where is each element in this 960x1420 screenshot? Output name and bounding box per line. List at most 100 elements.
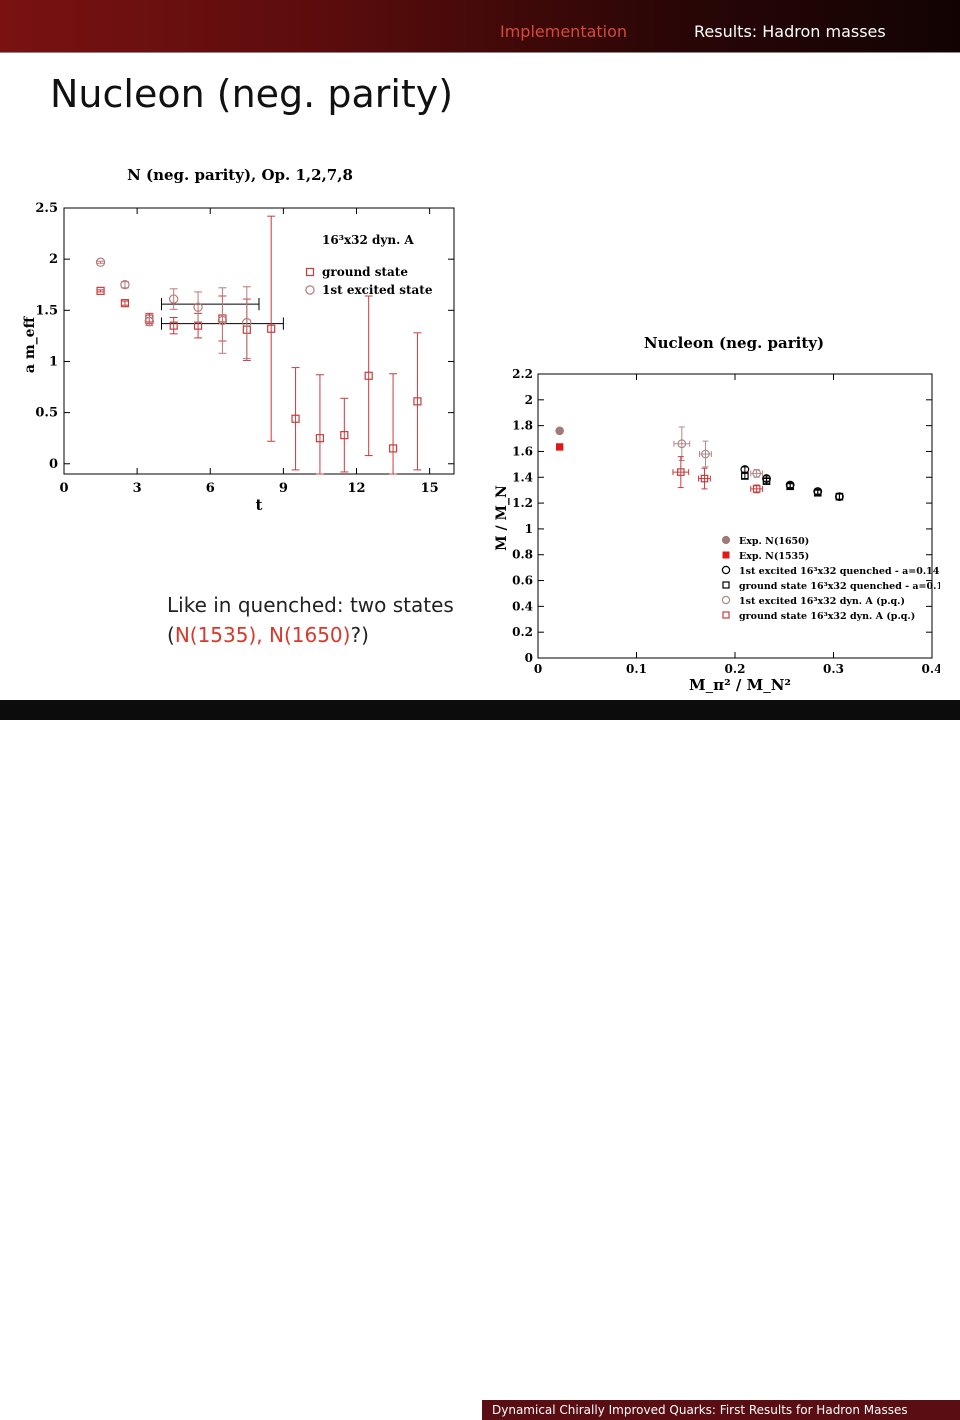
y-tick-label: 1.5 bbox=[35, 303, 58, 318]
series-5 bbox=[672, 456, 764, 494]
footer-author: C.B. Lang : bbox=[390, 1403, 456, 1417]
data-point bbox=[413, 397, 422, 406]
effective-mass-chart: N (neg. parity), Op. 1,2,7,80 3 6 9 12 1500.5… bbox=[22, 166, 455, 514]
x-tick-label: 9 bbox=[279, 481, 288, 496]
legend-marker-2 bbox=[721, 565, 731, 575]
data-point bbox=[677, 468, 685, 476]
data-point bbox=[120, 280, 130, 290]
data-point bbox=[95, 257, 106, 267]
data-point bbox=[752, 468, 762, 478]
y-tick-label: 1 bbox=[49, 354, 58, 369]
nav-results[interactable]: Results: Hadron masses bbox=[694, 22, 886, 41]
data-point bbox=[555, 426, 564, 436]
legend-marker-excited bbox=[305, 285, 315, 295]
x-axis-label: M_π² / M_N² bbox=[689, 676, 791, 693]
header-bar: Implementation Results: Hadron masses bbox=[0, 0, 960, 53]
legend-marker-0 bbox=[721, 535, 731, 545]
data-point bbox=[752, 485, 761, 493]
x-tick-label: 12 bbox=[347, 481, 365, 496]
y-tick-label: 1.4 bbox=[512, 470, 533, 484]
x-tick-label: 0.2 bbox=[725, 662, 746, 676]
y-tick-label: 0.5 bbox=[35, 406, 58, 421]
data-point bbox=[835, 492, 844, 501]
x-tick-label: 15 bbox=[421, 481, 439, 496]
data-point bbox=[835, 492, 844, 502]
x-tick-label: 0.1 bbox=[626, 662, 647, 676]
data-point bbox=[315, 434, 325, 443]
x-tick-label: 0.3 bbox=[823, 662, 844, 676]
data-point bbox=[786, 482, 794, 491]
legend-item-3: ground state 16³x32 quenched - a=0.147 bbox=[739, 581, 940, 592]
data-point bbox=[291, 414, 300, 423]
y-tick-label: 0 bbox=[49, 457, 58, 472]
y-axis-label: M / M_N bbox=[494, 485, 510, 551]
series-ground-state bbox=[96, 215, 422, 475]
series-4 bbox=[673, 426, 764, 478]
x-axis-label: t bbox=[256, 496, 263, 514]
series-0 bbox=[555, 426, 564, 436]
legend-item-0: Exp. N(1650) bbox=[739, 536, 809, 547]
legend-item-4: 1st excited 16³x32 dyn. A (p.q.) bbox=[739, 596, 905, 607]
body-text: Like in quenched: two states (N(1535), N… bbox=[167, 590, 454, 650]
data-point bbox=[96, 286, 105, 295]
y-tick-label: 2.5 bbox=[35, 201, 58, 216]
data-point bbox=[388, 444, 398, 453]
data-point bbox=[120, 299, 130, 308]
nav-implementation[interactable]: Implementation bbox=[500, 22, 628, 41]
series-1 bbox=[555, 443, 564, 451]
data-point bbox=[555, 443, 564, 451]
legend-item-excited: 1st excited state bbox=[322, 283, 433, 297]
y-tick-label: 2.2 bbox=[512, 367, 533, 381]
data-point bbox=[677, 439, 687, 449]
y-tick-label: 2 bbox=[49, 252, 58, 267]
y-tick-label: 2 bbox=[525, 393, 533, 407]
legend-item-ground: ground state bbox=[322, 265, 408, 279]
legend-item-1: Exp. N(1535) bbox=[739, 551, 809, 562]
y-tick-label: 1 bbox=[525, 522, 533, 536]
data-point bbox=[340, 431, 349, 440]
y-tick-label: 0.8 bbox=[512, 548, 533, 562]
paren-open: ( bbox=[167, 623, 175, 647]
y-tick-label: 0.6 bbox=[512, 574, 533, 588]
body-text-line-2: (N(1535), N(1650)?) bbox=[167, 620, 454, 650]
x-tick-label: 0.4 bbox=[922, 662, 940, 676]
data-point bbox=[168, 294, 179, 304]
y-tick-label: 0 bbox=[525, 651, 533, 665]
series-3 bbox=[741, 472, 844, 501]
y-axis-label: a m_eff bbox=[22, 315, 38, 373]
data-point bbox=[701, 449, 710, 459]
legend-marker-ground bbox=[305, 267, 315, 277]
footer-bar: C.B. Lang : Dynamical Chirally Improved … bbox=[0, 700, 960, 1420]
data-point bbox=[762, 477, 771, 485]
y-tick-label: 1.2 bbox=[512, 496, 533, 510]
footer-talk-title-box: Dynamical Chirally Improved Quarks: Firs… bbox=[482, 1400, 960, 1420]
plot-frame bbox=[63, 207, 455, 475]
chart-title: Nucleon (neg. parity) bbox=[644, 334, 824, 352]
legend-item-5: ground state 16³x32 dyn. A (p.q.) bbox=[739, 611, 915, 622]
y-tick-label: 0.2 bbox=[512, 625, 533, 639]
data-point bbox=[169, 321, 178, 330]
x-tick-label: 3 bbox=[133, 481, 142, 496]
data-point bbox=[813, 488, 822, 497]
data-point bbox=[217, 315, 228, 326]
legend-marker-5 bbox=[722, 611, 730, 619]
data-point bbox=[700, 474, 709, 483]
data-point bbox=[364, 371, 373, 380]
paren-close: ?) bbox=[350, 623, 369, 647]
legend-marker-1 bbox=[722, 551, 730, 559]
data-point bbox=[193, 302, 203, 312]
x-tick-label: 6 bbox=[206, 481, 215, 496]
mass-ratio-chart: Nucleon (neg. parity) 0 0.1 0.2 0.3 0.4 0 0.2 0.… bbox=[494, 334, 940, 693]
body-text-line-1: Like in quenched: two states bbox=[167, 593, 454, 617]
resonance-names: N(1535), N(1650) bbox=[174, 623, 351, 647]
legend-heading: 16³x32 dyn. A bbox=[322, 233, 414, 247]
x-tick-label: 0 bbox=[534, 662, 542, 676]
y-tick-label: 0.4 bbox=[512, 599, 533, 613]
data-point bbox=[242, 317, 252, 328]
y-tick-label: 1.6 bbox=[512, 444, 533, 458]
y-tick-label: 1.8 bbox=[512, 419, 533, 433]
data-point bbox=[144, 316, 155, 327]
series-excited-state bbox=[95, 257, 252, 359]
chart-title: N (neg. parity), Op. 1,2,7,8 bbox=[127, 166, 353, 184]
legend-item-2: 1st excited 16³x32 quenched - a=0.147 bbox=[739, 566, 940, 577]
